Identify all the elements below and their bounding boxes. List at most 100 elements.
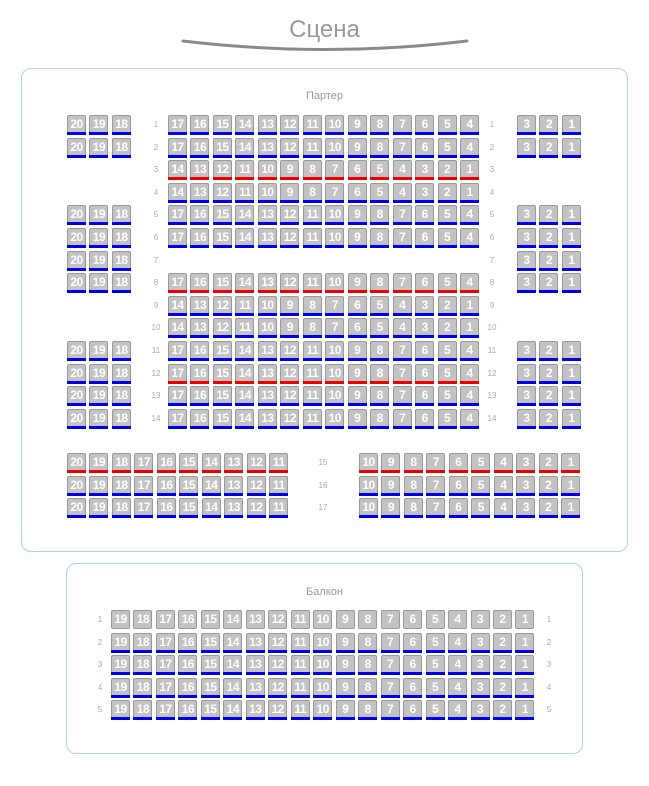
seat[interactable]: 14 [201, 498, 221, 519]
seat[interactable]: 4 [460, 228, 480, 248]
seat[interactable]: 1 [561, 228, 581, 248]
seat[interactable]: 1 [460, 318, 480, 339]
seat[interactable]: 9 [347, 228, 367, 248]
seat[interactable]: 14 [235, 205, 255, 226]
seat[interactable]: 5 [437, 341, 457, 361]
seat[interactable]: 17 [134, 453, 154, 473]
seat[interactable]: 18 [133, 610, 153, 629]
seat[interactable]: 14 [235, 115, 255, 135]
seat[interactable]: 20 [67, 363, 86, 384]
seat[interactable]: 18 [111, 250, 131, 271]
seat[interactable]: 17 [155, 610, 175, 629]
seat[interactable]: 10 [313, 655, 333, 676]
seat[interactable]: 14 [168, 295, 187, 316]
seat[interactable]: 5 [425, 677, 445, 698]
seat[interactable]: 4 [448, 655, 468, 676]
seat[interactable]: 7 [392, 341, 412, 361]
seat[interactable]: 6 [415, 386, 435, 407]
seat[interactable]: 8 [370, 137, 390, 158]
seat[interactable]: 1 [561, 453, 581, 473]
seat[interactable]: 3 [415, 295, 435, 316]
seat[interactable]: 4 [448, 610, 468, 629]
seat[interactable]: 10 [313, 700, 333, 721]
seat[interactable]: 4 [392, 318, 412, 339]
seat[interactable]: 7 [392, 273, 412, 294]
seat[interactable]: 11 [290, 610, 310, 629]
seat[interactable]: 1 [515, 610, 535, 629]
seat[interactable]: 11 [290, 632, 310, 653]
seat[interactable]: 15 [200, 677, 220, 698]
seat[interactable]: 7 [426, 475, 446, 496]
seat[interactable]: 7 [380, 700, 400, 721]
seat[interactable]: 8 [302, 160, 322, 181]
seat[interactable]: 16 [178, 610, 198, 629]
seat[interactable]: 5 [370, 295, 390, 316]
seat[interactable]: 2 [539, 386, 559, 407]
seat[interactable]: 7 [325, 295, 345, 316]
seat[interactable]: 4 [448, 677, 468, 698]
seat[interactable]: 17 [168, 115, 187, 135]
seat[interactable]: 17 [168, 273, 187, 294]
seat[interactable]: 2 [538, 475, 558, 496]
seat[interactable]: 13 [190, 295, 210, 316]
seat[interactable]: 11 [235, 160, 255, 181]
seat[interactable]: 16 [190, 386, 210, 407]
seat[interactable]: 7 [380, 610, 400, 629]
seat[interactable]: 3 [516, 453, 536, 473]
seat[interactable]: 20 [67, 273, 86, 294]
seat[interactable]: 3 [415, 160, 435, 181]
seat[interactable]: 18 [133, 677, 153, 698]
seat[interactable]: 3 [517, 205, 536, 226]
seat[interactable]: 7 [325, 318, 345, 339]
seat[interactable]: 4 [460, 137, 480, 158]
seat[interactable]: 14 [223, 677, 243, 698]
seat[interactable]: 1 [561, 250, 581, 271]
seat[interactable]: 8 [370, 205, 390, 226]
seat[interactable]: 18 [111, 363, 131, 384]
seat[interactable]: 17 [168, 408, 187, 429]
seat[interactable]: 17 [168, 205, 187, 226]
seat[interactable]: 9 [280, 160, 300, 181]
seat[interactable]: 16 [156, 453, 176, 473]
seat[interactable]: 9 [280, 318, 300, 339]
seat[interactable]: 10 [313, 677, 333, 698]
seat[interactable]: 14 [235, 137, 255, 158]
seat[interactable]: 18 [111, 341, 131, 361]
seat[interactable]: 20 [67, 228, 86, 248]
seat[interactable]: 3 [517, 115, 536, 135]
seat[interactable]: 16 [156, 498, 176, 519]
seat[interactable]: 4 [392, 182, 412, 203]
seat[interactable]: 7 [426, 453, 446, 473]
seat[interactable]: 13 [257, 205, 277, 226]
seat[interactable]: 1 [561, 475, 581, 496]
seat[interactable]: 1 [460, 160, 480, 181]
seat[interactable]: 9 [347, 341, 367, 361]
seat[interactable]: 3 [470, 632, 490, 653]
seat[interactable]: 3 [516, 475, 536, 496]
seat[interactable]: 14 [223, 632, 243, 653]
seat[interactable]: 6 [448, 453, 468, 473]
seat[interactable]: 1 [561, 498, 581, 519]
seat[interactable]: 3 [516, 498, 536, 519]
seat[interactable]: 2 [539, 205, 559, 226]
seat[interactable]: 10 [359, 498, 378, 519]
seat[interactable]: 13 [190, 318, 210, 339]
seat[interactable]: 15 [212, 137, 232, 158]
seat[interactable]: 9 [347, 137, 367, 158]
seat[interactable]: 6 [347, 318, 367, 339]
seat[interactable]: 20 [67, 408, 86, 429]
seat[interactable]: 8 [358, 632, 378, 653]
seat[interactable]: 9 [381, 453, 401, 473]
seat[interactable]: 2 [437, 160, 457, 181]
seat[interactable]: 5 [437, 363, 457, 384]
seat[interactable]: 9 [347, 273, 367, 294]
seat[interactable]: 5 [437, 205, 457, 226]
seat[interactable]: 11 [302, 205, 322, 226]
seat[interactable]: 2 [437, 182, 457, 203]
seat[interactable]: 19 [89, 228, 109, 248]
seat[interactable]: 4 [448, 632, 468, 653]
seat[interactable]: 6 [448, 498, 468, 519]
seat[interactable]: 18 [133, 632, 153, 653]
seat[interactable]: 16 [178, 677, 198, 698]
seat[interactable]: 12 [212, 160, 232, 181]
